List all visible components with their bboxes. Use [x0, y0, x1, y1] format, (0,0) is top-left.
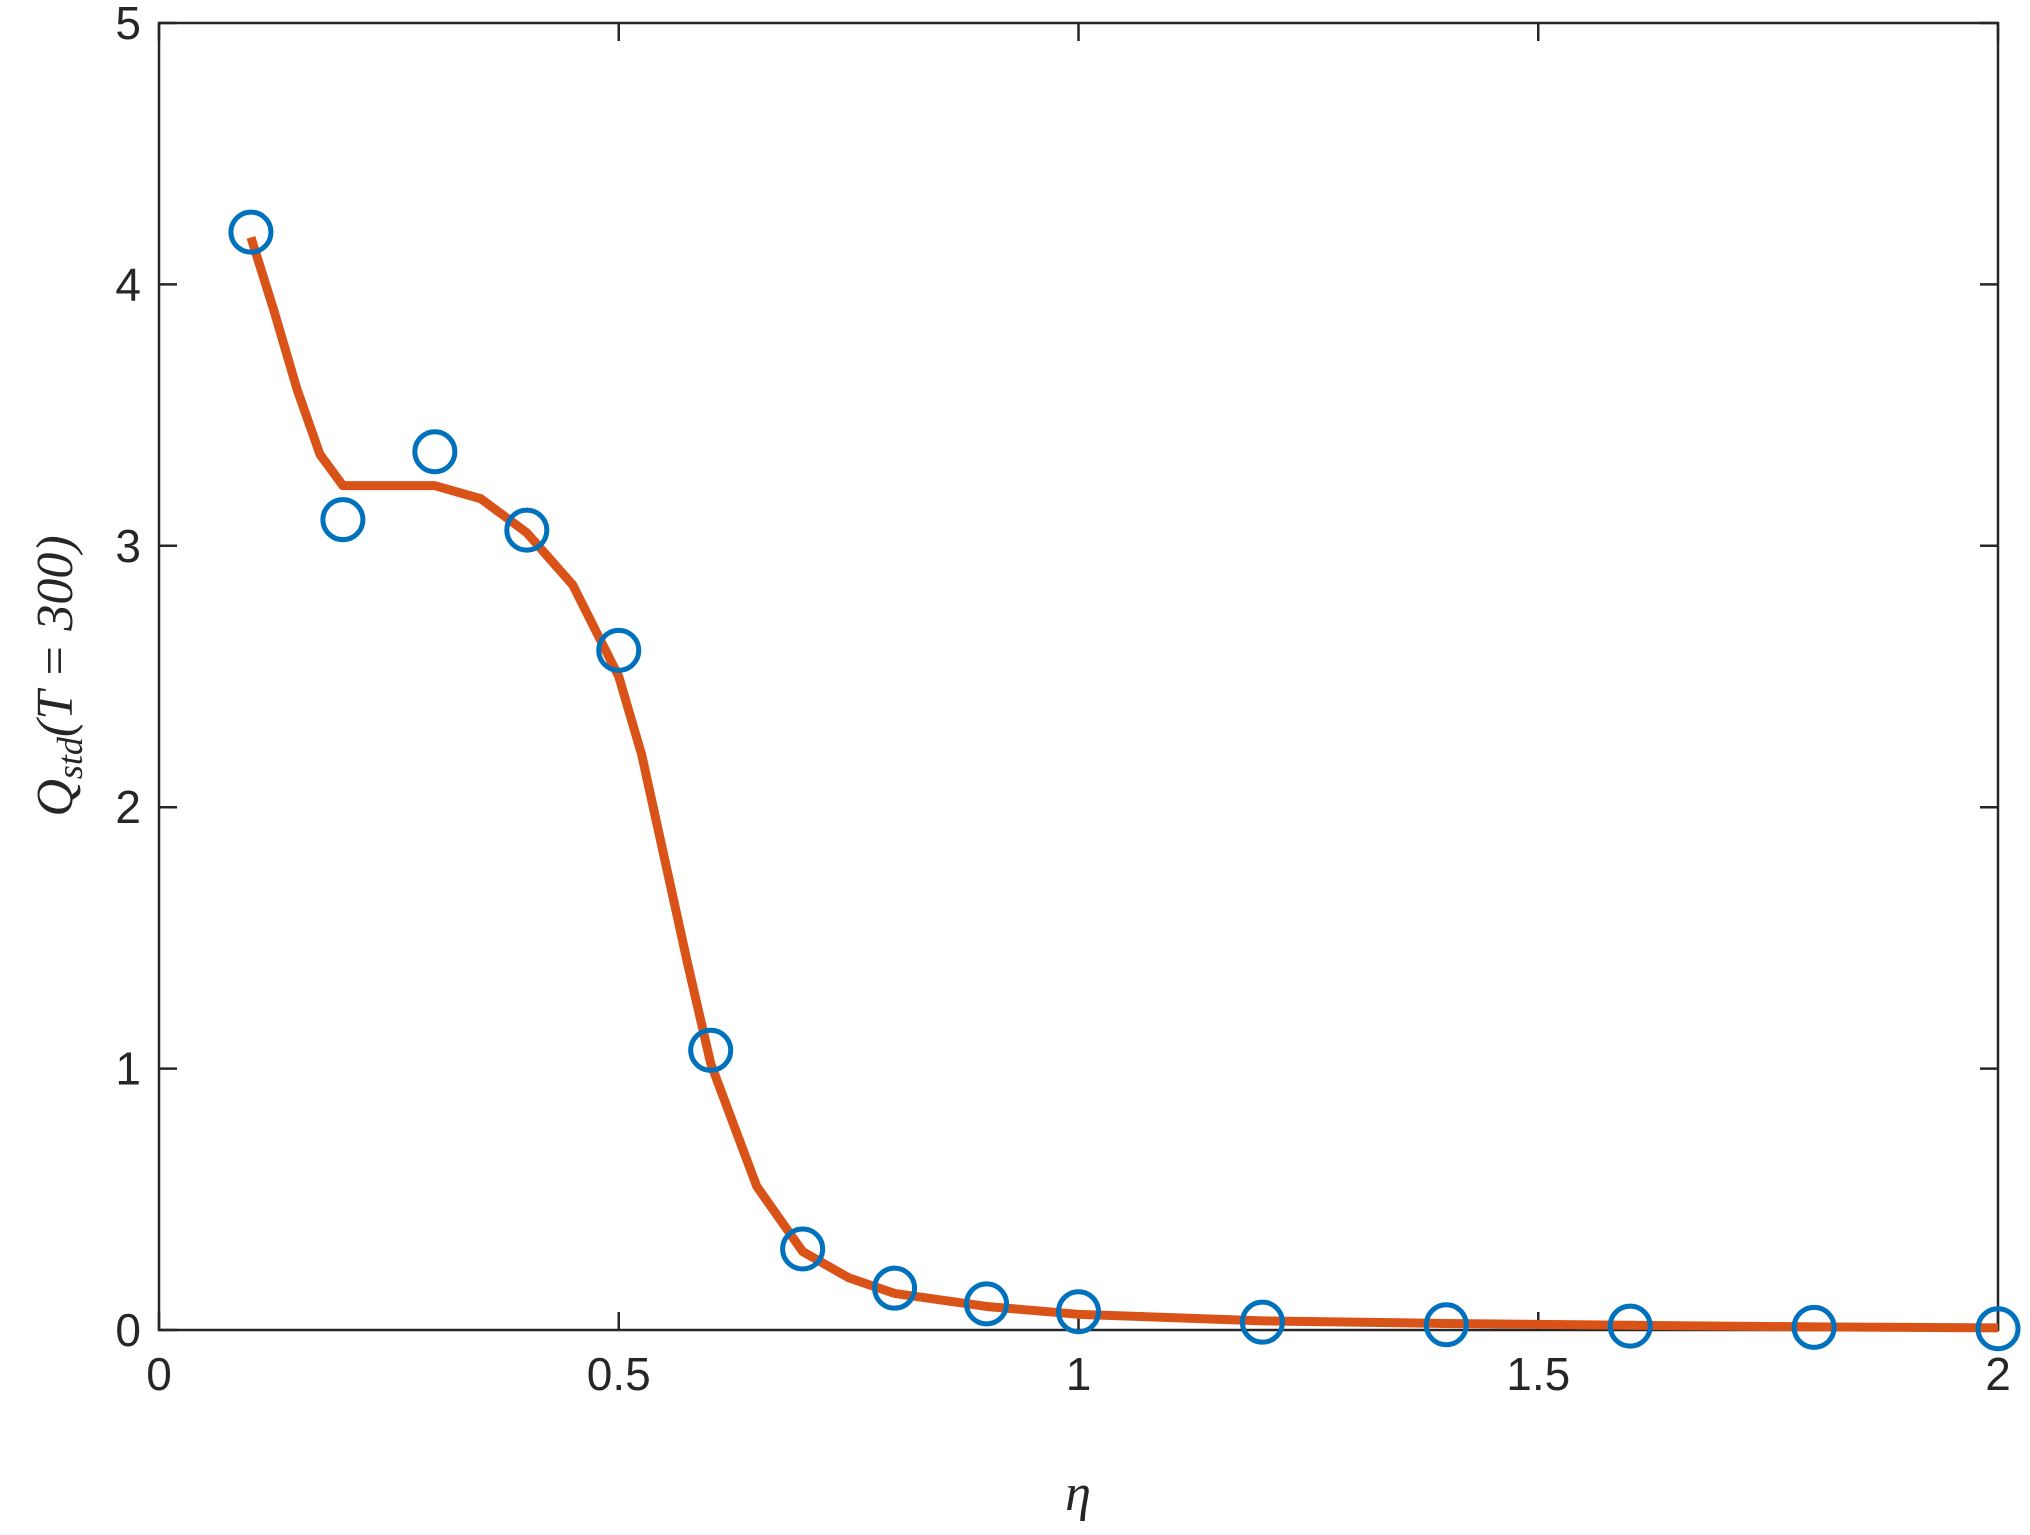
y-axis-label: Qstd(T = 300)	[27, 535, 90, 816]
plot-frame	[157, 21, 2000, 1332]
y-tick-label: 1	[115, 1043, 141, 1095]
x-tick-label: 1	[1066, 1348, 1092, 1400]
data-point	[964, 1281, 1010, 1327]
fit-line	[246, 235, 1999, 1333]
data-point	[596, 627, 642, 673]
y-label-sub: std	[50, 736, 90, 779]
data-point	[872, 1265, 918, 1311]
x-axis-label: η	[1065, 1465, 1091, 1522]
x-tick-label: 2	[1985, 1348, 2011, 1400]
x-tick-label: 0	[146, 1348, 172, 1400]
data-point	[1056, 1289, 1101, 1335]
y-tick-label: 4	[115, 258, 141, 310]
data-point	[1239, 1299, 1285, 1345]
data-point	[1791, 1304, 1837, 1350]
data-point	[228, 209, 274, 255]
data-point	[504, 507, 550, 553]
data-point	[412, 429, 458, 475]
y-label-rest: (T = 300)	[27, 535, 84, 737]
y-tick-label: 3	[115, 520, 141, 572]
data-point	[688, 1027, 734, 1073]
x-tick-label: 0.5	[587, 1348, 651, 1400]
y-tick-label: 2	[115, 781, 141, 833]
y-tick-label: 5	[115, 0, 141, 49]
data-point	[1607, 1303, 1653, 1349]
y-label-main: Q	[27, 779, 84, 817]
data-point	[780, 1226, 826, 1272]
x-tick-label: 1.5	[1506, 1348, 1570, 1400]
data-point	[1423, 1302, 1469, 1348]
y-tick-label: 0	[115, 1304, 141, 1356]
data-point	[1975, 1306, 2021, 1352]
data-point	[320, 497, 366, 543]
